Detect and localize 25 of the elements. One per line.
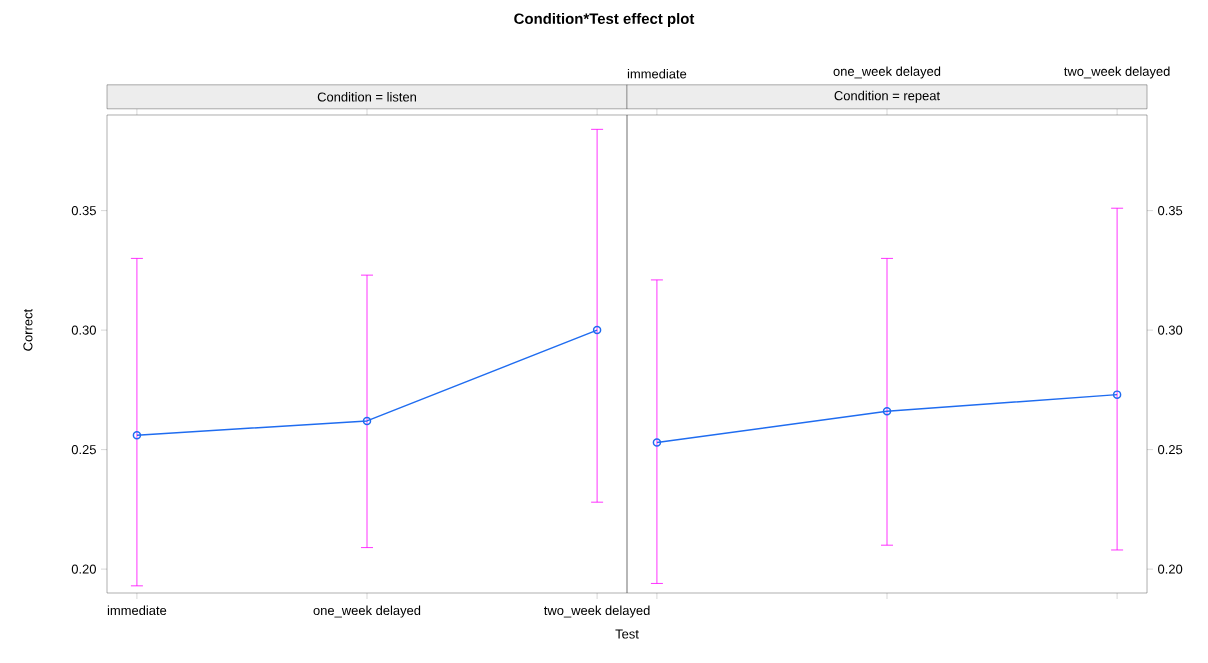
x-tick-label: two_week delayed (544, 605, 650, 618)
chart-subtitle: Condition = listen (317, 92, 416, 102)
y-tick-label: 0.35 (1158, 206, 1183, 216)
point (362, 416, 372, 426)
y-tick-label: 0.20 (71, 564, 96, 574)
x-tick-label: two_week delayed (1064, 66, 1170, 79)
point (132, 431, 142, 440)
y-tick-label: 0.35 (71, 206, 96, 216)
chart-title: Condition*Test effect plot (514, 13, 695, 27)
x-tick-label: one_week delayed (833, 66, 941, 79)
y-tick-label: 0.30 (1158, 325, 1183, 335)
x-tick-label: immediate (107, 605, 167, 616)
point (652, 438, 662, 447)
y-tick-label: 0.25 (1158, 445, 1183, 455)
point (882, 407, 892, 416)
y-tick-label: 0.20 (1158, 564, 1183, 574)
y-tick-label: 0.30 (71, 325, 96, 335)
y-tick-label: 0.25 (71, 445, 96, 455)
point (1112, 390, 1122, 399)
chart-subtitle: Condition = repeat (834, 90, 940, 103)
y-axis-title: Correct (23, 308, 33, 351)
x-axis-title: Test (615, 629, 639, 639)
x-tick-label: one_week delayed (313, 605, 421, 618)
x-tick-label: immediate (627, 68, 687, 79)
point (592, 325, 602, 335)
